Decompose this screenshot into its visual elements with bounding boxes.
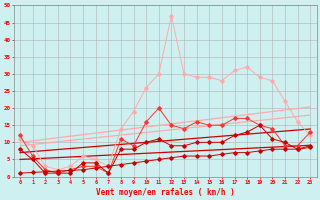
X-axis label: Vent moyen/en rafales ( km/h ): Vent moyen/en rafales ( km/h ) bbox=[96, 188, 235, 197]
